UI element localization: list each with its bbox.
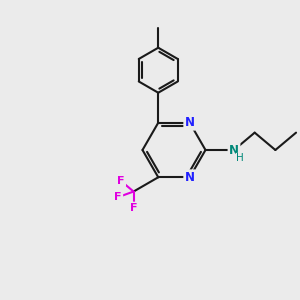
Text: N: N: [185, 116, 195, 129]
Text: N: N: [185, 171, 195, 184]
Text: N: N: [229, 143, 239, 157]
Text: F: F: [114, 192, 122, 202]
Text: H: H: [236, 153, 244, 164]
Text: F: F: [117, 176, 125, 186]
Text: F: F: [130, 203, 137, 213]
